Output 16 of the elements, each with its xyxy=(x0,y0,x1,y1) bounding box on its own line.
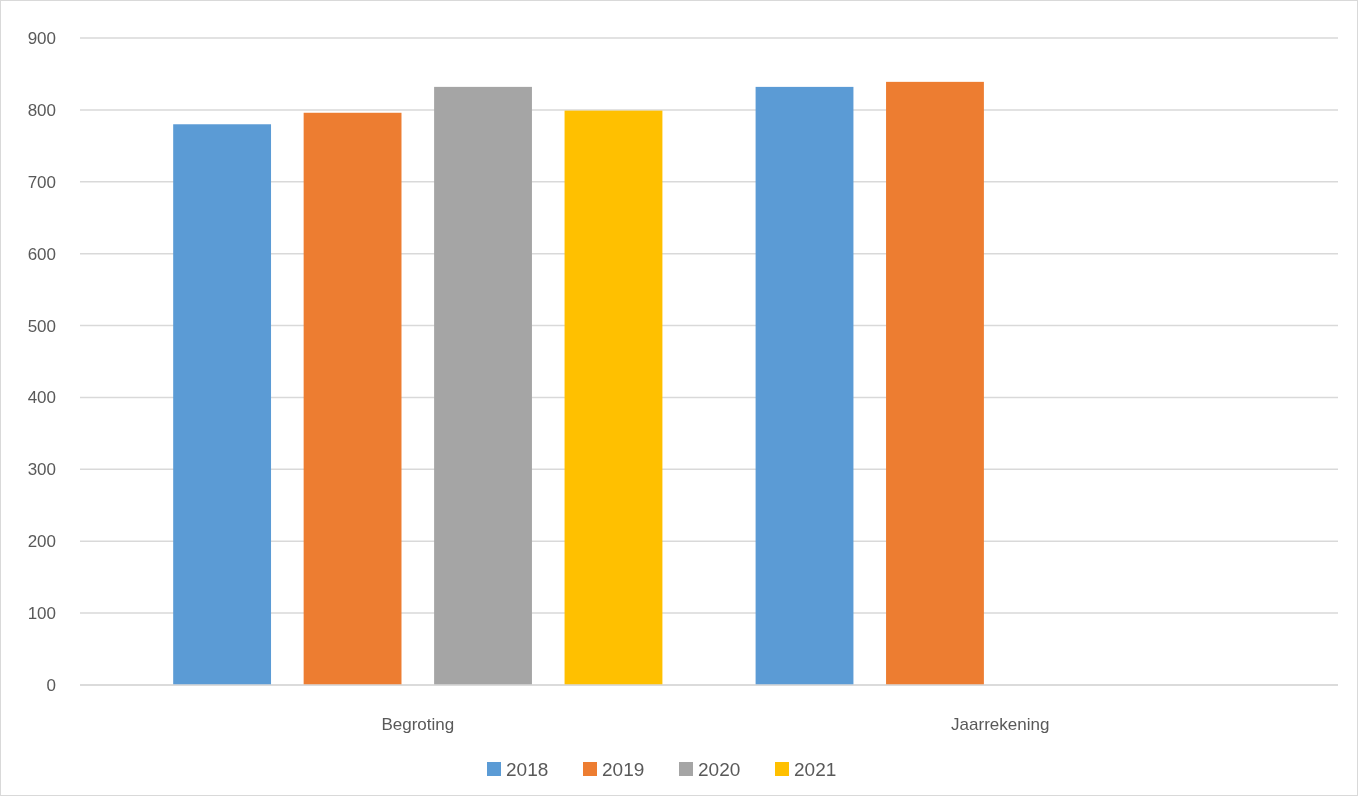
x-tick-label: Begroting xyxy=(381,715,455,734)
y-tick-label: 800 xyxy=(27,100,56,120)
y-tick-label: 700 xyxy=(27,172,56,192)
y-tick-label: 300 xyxy=(27,460,56,480)
y-tick-label: 900 xyxy=(27,28,56,48)
legend-label: 2019 xyxy=(602,758,645,780)
y-tick-label: 0 xyxy=(46,675,56,695)
y-tick-label: 200 xyxy=(27,532,56,552)
legend-label: 2018 xyxy=(506,758,549,780)
legend-label: 2021 xyxy=(794,758,837,780)
y-tick-label: 100 xyxy=(27,604,56,624)
y-tick-label: 600 xyxy=(27,244,56,264)
y-tick-label: 500 xyxy=(27,316,56,336)
legend-label: 2020 xyxy=(698,758,741,780)
y-tick-label: 400 xyxy=(27,388,56,408)
x-tick-label: Jaarrekening xyxy=(951,715,1050,734)
